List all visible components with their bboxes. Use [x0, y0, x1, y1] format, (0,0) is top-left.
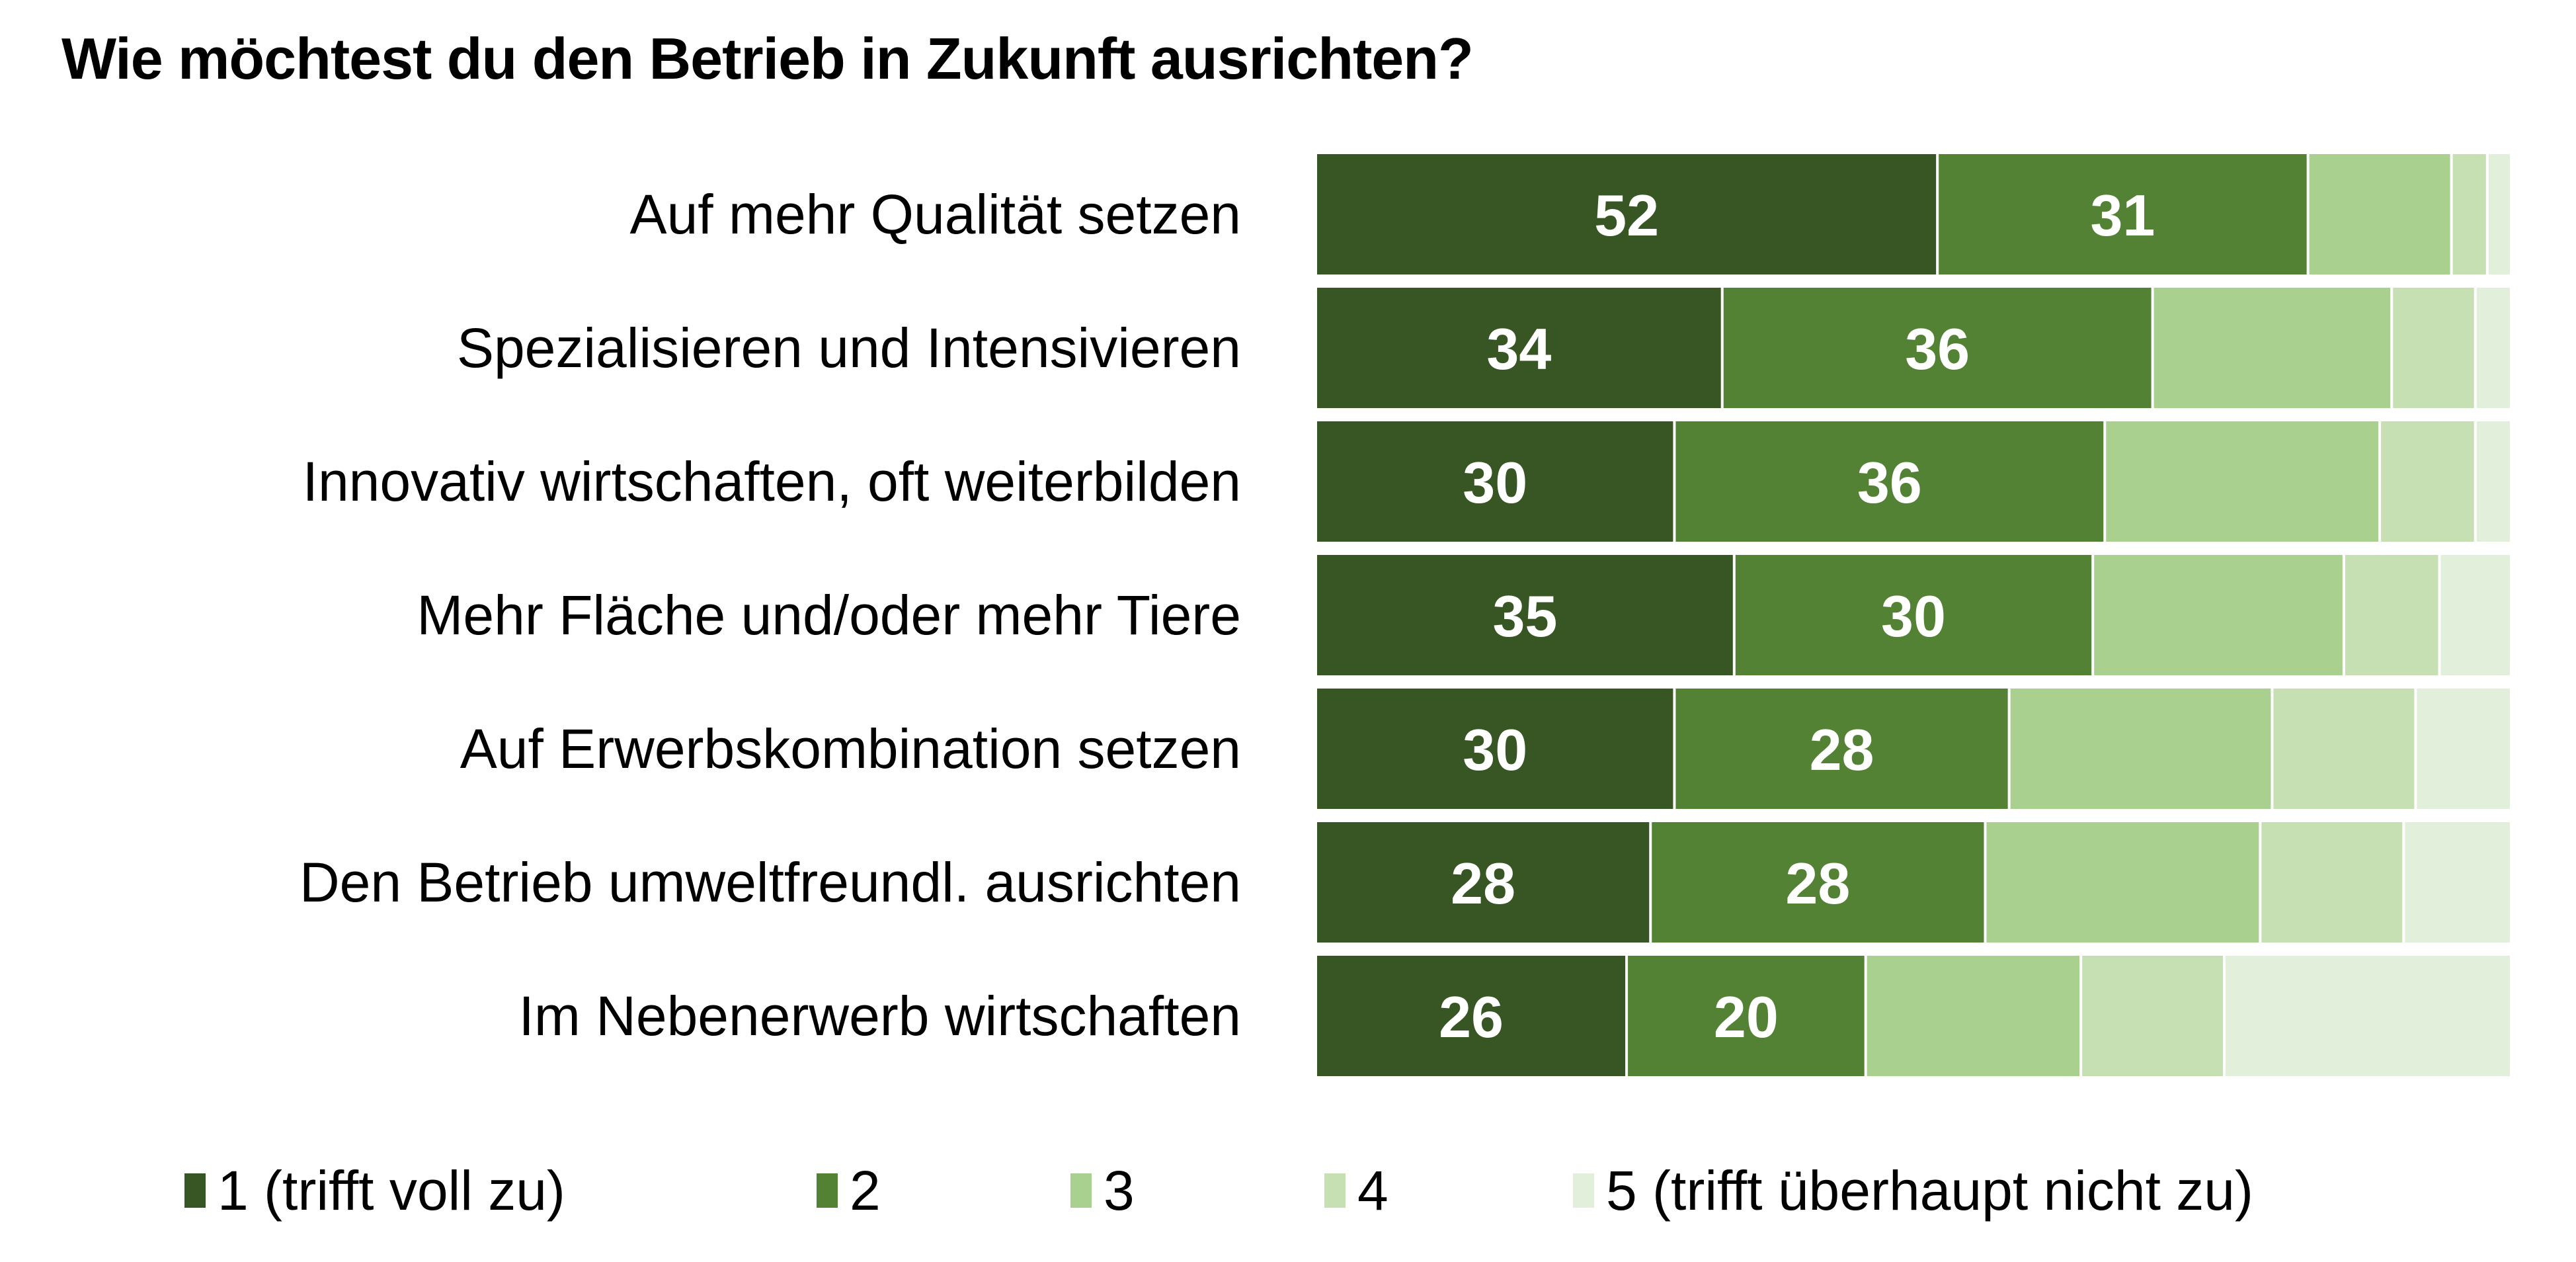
legend: 1 (trifft voll zu) 2 3 4 5 (trifft überhaupt… [0, 1154, 2576, 1227]
bar-segment [2440, 555, 2510, 675]
data-label: 20 [1714, 984, 1779, 1050]
chart-title: Wie möchtest du den Betrieb in Zukunft a… [61, 26, 1474, 91]
legend-label: 5 (trifft überhaupt nicht zu) [1606, 1159, 2253, 1222]
legend-label: 1 (trifft voll zu) [218, 1159, 565, 1222]
data-label: 52 [1594, 183, 1659, 248]
legend-item: 3 [1070, 1154, 1135, 1227]
category-label: Spezialisieren und Intensivieren [457, 317, 1241, 379]
value-labels: 52 31 34 36 30 36 35 30 30 28 28 28 26 20 [1439, 183, 2155, 1050]
legend-item: 1 (trifft voll zu) [184, 1154, 565, 1227]
data-label: 30 [1463, 450, 1527, 515]
legend-item: 2 [817, 1154, 881, 1227]
bar-segment [2476, 421, 2510, 542]
bar-segment [2452, 154, 2486, 274]
bar-segment [1317, 288, 1721, 408]
bar-segment [2273, 689, 2415, 809]
data-label: 36 [1905, 316, 1970, 382]
bar-segment [1317, 689, 1673, 809]
bar-segments [1317, 154, 2510, 1076]
bar-segment [2345, 555, 2438, 675]
bar-segment [1317, 822, 1650, 943]
bar-segment [2261, 822, 2403, 943]
bar-segment [2082, 956, 2224, 1076]
legend-swatch [1324, 1173, 1346, 1208]
data-label: 34 [1486, 316, 1551, 382]
bar-segment [2226, 956, 2510, 1076]
bar-segment [2488, 154, 2510, 274]
bar-segment [1628, 956, 1865, 1076]
data-label: 30 [1463, 717, 1527, 782]
legend-label: 4 [1357, 1159, 1389, 1222]
bar-segment [1675, 689, 2008, 809]
bar-segment [1939, 154, 2307, 274]
bar-segment [2094, 555, 2343, 675]
bar-segment [2106, 421, 2379, 542]
bar-segment [2381, 421, 2474, 542]
category-label: Innovativ wirtschaften, oft weiterbilden [303, 450, 1241, 513]
data-label: 28 [1785, 851, 1850, 916]
bar-segment [2405, 822, 2510, 943]
bar-segment [1317, 555, 1733, 675]
data-label: 28 [1451, 851, 1515, 916]
data-label: 26 [1439, 984, 1504, 1050]
legend-swatch [184, 1173, 206, 1208]
category-labels: Auf mehr Qualität setzen Spezialisieren u… [300, 183, 1241, 1047]
category-label: Mehr Fläche und/oder mehr Tiere [417, 584, 1241, 646]
bar-segment [2417, 689, 2510, 809]
bar-segment [1675, 421, 2104, 542]
bar-segment [1652, 822, 1984, 943]
bar-segment [1317, 421, 1673, 542]
category-label: Den Betrieb umweltfreundl. ausrichten [300, 851, 1241, 913]
data-label: 36 [1857, 450, 1922, 515]
data-label: 31 [2090, 183, 2155, 248]
category-label: Auf mehr Qualität setzen [630, 183, 1241, 245]
legend-label: 3 [1104, 1159, 1135, 1222]
bar-segment [1317, 956, 1626, 1076]
bar-segment [1735, 555, 2092, 675]
bar-segment [1317, 154, 1937, 274]
bar-segment [2153, 288, 2391, 408]
legend-swatch [1070, 1173, 1092, 1208]
bar-segment [1986, 822, 2259, 943]
data-label: 30 [1881, 583, 1946, 649]
data-label: 28 [1810, 717, 1874, 782]
bar-segment [2309, 154, 2450, 274]
bar-segment [2393, 288, 2474, 408]
bar-segment [2010, 689, 2271, 809]
category-label: Im Nebenerwerb wirtschaften [519, 985, 1241, 1047]
bar-segment [1723, 288, 2152, 408]
legend-swatch [817, 1173, 838, 1208]
legend-item: 5 (trifft überhaupt nicht zu) [1573, 1154, 2253, 1227]
legend-item: 4 [1324, 1154, 1389, 1227]
data-label: 35 [1492, 583, 1557, 649]
category-label: Auf Erwerbskombination setzen [460, 718, 1241, 780]
bar-segment [1867, 956, 2080, 1076]
legend-swatch [1573, 1173, 1594, 1208]
legend-label: 2 [850, 1159, 881, 1222]
bar-segment [2476, 288, 2510, 408]
